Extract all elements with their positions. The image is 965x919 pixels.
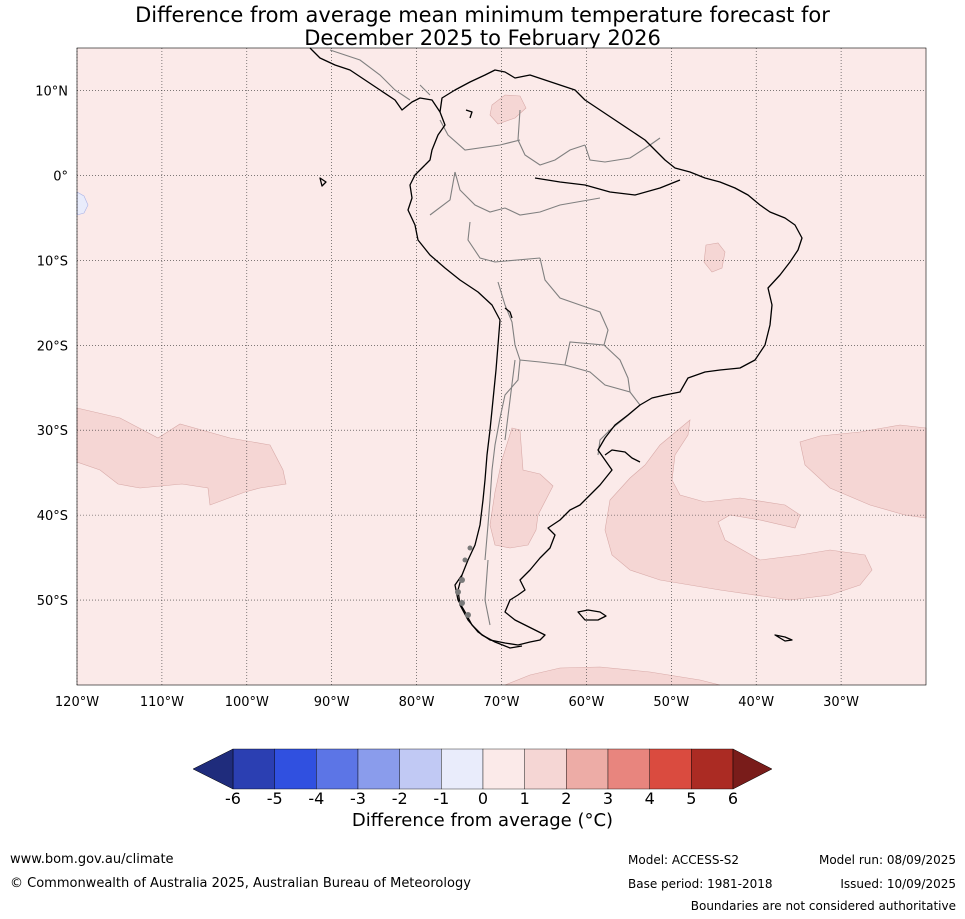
colorbar-under-arrow [192,748,234,790]
country-borders [329,49,661,626]
latitude-labels: 10°N 0° 10°S 20°S 30°S 40°S 50°S [35,84,68,609]
colorbar-segment [691,748,734,790]
south-georgia [774,634,793,642]
lon-tick-label: 100°W [225,695,269,710]
lat-tick-label: 50°S [37,594,68,609]
colorbar-tick-label: -4 [308,789,324,808]
lake-titicaca [504,307,513,319]
lon-tick-label: 40°W [738,695,774,710]
anomaly-patch-brazil [703,242,726,273]
lat-tick-label: 20°S [37,339,68,354]
anomaly-patches [76,94,927,686]
lon-tick-label: 120°W [55,695,99,710]
gridlines [76,48,926,685]
lon-tick-label: 80°W [399,695,435,710]
colorbar-tick-label: -1 [433,789,449,808]
title-line-2: December 2025 to February 2026 [304,26,661,50]
amazon-river [534,177,681,196]
colorbar-tick-label: 2 [561,789,571,808]
colorbar-over-arrow [732,748,773,790]
footer-disclaimer: Boundaries are not considered authoritat… [690,899,956,913]
colorbar-segment [274,748,317,790]
chile-archipelago [455,545,473,618]
anomaly-patch-south-atlantic [604,419,873,601]
map-title: Difference from average mean minimum tem… [0,4,965,50]
rio-de-la-plata [604,449,641,463]
footer-url[interactable]: www.bom.gov.au/climate [10,852,174,867]
anomaly-patch-patagonia [489,427,554,549]
lat-tick-label: 30°S [37,424,68,439]
colorbar-segment [649,748,692,790]
colorbar-tick-labels: -6 -5 -4 -3 -2 -1 0 1 2 3 4 5 6 [225,789,738,808]
lon-tick-label: 90°W [314,695,350,710]
lon-tick-label: 110°W [140,695,184,710]
footer-model: Model: ACCESS-S2 [628,853,740,867]
colorbar-tick-label: -6 [225,789,241,808]
colorbar-segment [441,748,484,790]
lat-tick-label: 10°S [37,254,68,269]
coastline-central-america [309,47,446,166]
lon-tick-label: 70°W [484,695,520,710]
lon-tick-label: 60°W [568,695,604,710]
anomaly-patch-east-atlantic [799,424,927,519]
colorbar-tick-label: 3 [603,789,613,808]
colorbar-tick-label: 5 [686,789,696,808]
colorbar-segment [232,748,275,790]
lat-tick-label: 40°S [37,509,68,524]
colorbar-tick-label: -2 [392,789,408,808]
anomaly-patch-southern-ocean [504,666,721,686]
colorbar-tick-label: 6 [728,789,738,808]
colorbar-segment [566,748,609,790]
colorbar-segment [357,748,400,790]
lon-tick-label: 30°W [823,695,859,710]
anomaly-map: 10°N 0° 10°S 20°S 30°S 40°S 50°S 120°W 110°W 100… [35,47,927,710]
colorbar-segment [482,748,525,790]
colorbar-title: Difference from average (°C) [351,810,614,831]
colorbar-tick-label: 0 [478,789,488,808]
footer-model-run: Model run: 08/09/2025 [818,853,956,867]
falkland-islands [577,609,607,621]
anomaly-patch-venezuela [489,94,527,125]
title-line-1: Difference from average mean minimum tem… [135,3,830,27]
colorbar-tick-label: 4 [645,789,655,808]
lat-tick-label: 10°N [35,84,68,99]
colorbar-segment [607,748,650,790]
lake-maracaibo [465,109,473,119]
anomaly-patch-south-pacific [76,407,287,506]
colorbar-segment [316,748,359,790]
footer-issued: Issued: 10/09/2025 [840,877,956,891]
coastline [309,47,803,649]
colorbar: -6 -5 -4 -3 -2 -1 0 1 2 3 4 5 6 [192,748,773,808]
coastline-pacific-sa [407,69,803,646]
colorbar-segment [524,748,567,790]
lon-tick-label: 50°W [653,695,689,710]
footer-copyright: © Commonwealth of Australia 2025, Austra… [10,876,471,891]
lat-tick-label: 0° [53,169,68,184]
longitude-labels: 120°W 110°W 100°W 90°W 80°W 70°W 60°W 50°W 40°W 3… [55,695,859,710]
galapagos [319,177,327,187]
colorbar-segments [232,748,734,790]
footer-base-period: Base period: 1981-2018 [628,877,773,891]
colorbar-tick-label: -3 [350,789,366,808]
colorbar-segment [399,748,442,790]
map-frame [76,47,927,686]
colorbar-tick-label: 1 [520,789,530,808]
colorbar-tick-label: -5 [267,789,283,808]
